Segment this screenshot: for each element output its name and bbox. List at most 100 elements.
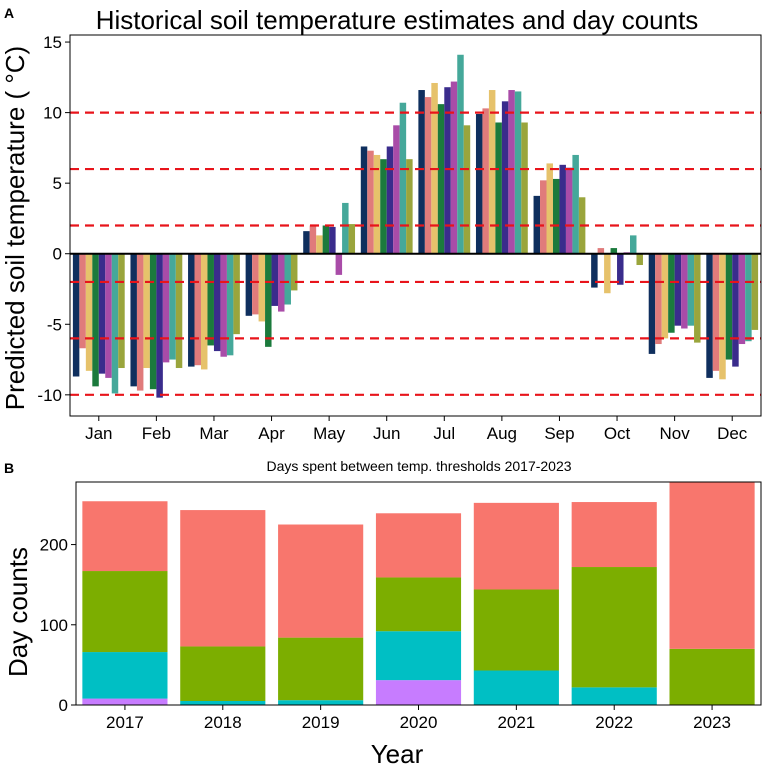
bar-nov-s4 xyxy=(668,253,675,333)
bar-jul-s6 xyxy=(450,81,458,254)
bar-aug-s3 xyxy=(488,90,496,254)
bar-mar-s5 xyxy=(213,253,221,352)
stacked-bar-2020-s4 xyxy=(375,513,462,578)
x-tick-label: 2019 xyxy=(302,713,340,732)
bar-apr-s7 xyxy=(284,253,291,305)
bar-oct-s7 xyxy=(630,235,637,254)
bar-jan-s3 xyxy=(85,253,93,371)
bar-sep-s6 xyxy=(565,167,573,254)
bar-dec-s4 xyxy=(725,253,733,360)
bar-nov-s8 xyxy=(694,253,701,343)
stacked-bar-2023-s3 xyxy=(669,648,755,705)
bar-oct-s5 xyxy=(617,253,624,285)
bar-nov-s6 xyxy=(681,253,688,329)
bar-jun-s7 xyxy=(399,102,407,254)
bar-feb-s1 xyxy=(130,253,137,387)
y-tick-label: 15 xyxy=(43,33,62,52)
bar-jan-s5 xyxy=(98,253,106,374)
bar-dec-s3 xyxy=(719,253,726,380)
bar-apr-s2 xyxy=(252,253,259,315)
bar-dec-s7 xyxy=(745,253,752,342)
bar-mar-s8 xyxy=(233,253,240,335)
stacked-bar-2022-s2 xyxy=(571,687,657,705)
bar-may-s8 xyxy=(348,224,356,254)
stacked-bar-2017-s2 xyxy=(82,652,168,699)
panel-a-title: Historical soil temperature estimates an… xyxy=(96,5,699,35)
x-tick-label: Aug xyxy=(487,424,517,443)
bar-oct-s3 xyxy=(604,253,611,294)
bar-sep-s5 xyxy=(559,164,566,254)
x-tick-label: Jan xyxy=(85,424,112,443)
panel-b-letter: B xyxy=(4,460,14,476)
stacked-bar-2018-s4 xyxy=(180,510,266,647)
stacked-bar-2020-s3 xyxy=(375,577,462,632)
stacked-bar-2017-s4 xyxy=(82,501,168,572)
bar-jul-s8 xyxy=(463,125,471,254)
bar-apr-s5 xyxy=(271,253,279,306)
bar-aug-s2 xyxy=(482,108,489,254)
stacked-bar-2022-s4 xyxy=(571,502,657,568)
bar-aug-s6 xyxy=(508,90,515,254)
bar-nov-s2 xyxy=(655,253,662,345)
bar-may-s3 xyxy=(316,235,323,254)
bar-may-s4 xyxy=(322,225,330,254)
stacked-bar-2021-s3 xyxy=(473,589,559,671)
bar-jun-s4 xyxy=(380,159,387,254)
bar-may-s2 xyxy=(309,225,317,254)
bar-jan-s8 xyxy=(118,253,125,369)
bar-jan-s7 xyxy=(111,253,119,394)
stacked-bar-2020-s2 xyxy=(375,631,462,681)
y-tick-label: 0 xyxy=(59,696,68,715)
bar-sep-s7 xyxy=(572,154,579,254)
y-tick-label: 10 xyxy=(43,104,62,123)
bar-mar-s1 xyxy=(188,253,195,367)
stacked-bar-2019-s3 xyxy=(278,637,364,701)
bar-may-s7 xyxy=(342,202,349,254)
bar-aug-s4 xyxy=(495,122,502,254)
x-tick-label: Oct xyxy=(604,424,631,443)
stacked-bar-2023-s4 xyxy=(669,482,755,649)
bar-nov-s7 xyxy=(687,253,695,326)
bar-apr-s3 xyxy=(258,253,266,322)
bar-jun-s8 xyxy=(406,159,413,254)
panel-b-plot: 0 100 200 2017 2018 2019 2020 2021 2022 2023 xyxy=(40,481,762,732)
bar-jul-s7 xyxy=(457,54,464,254)
bar-jun-s3 xyxy=(373,154,381,254)
bar-apr-s1 xyxy=(245,253,253,316)
bar-nov-s1 xyxy=(648,253,656,354)
bar-mar-s7 xyxy=(226,253,234,356)
x-tick-label: Dec xyxy=(717,424,748,443)
x-tick-label: Sep xyxy=(544,424,574,443)
bar-may-s6 xyxy=(335,253,343,275)
stacked-bar-2017-s1 xyxy=(82,698,168,705)
bar-dec-s8 xyxy=(751,253,759,330)
panel-b-x-axis-label: Year xyxy=(371,739,424,768)
bar-feb-s8 xyxy=(175,253,183,369)
bar-apr-s4 xyxy=(265,253,272,347)
stacked-bar-2020-s1 xyxy=(375,680,462,705)
bar-feb-s5 xyxy=(156,253,163,398)
panel-b-y-axis-label: Day counts xyxy=(3,547,33,677)
x-tick-label: 2021 xyxy=(497,713,535,732)
bar-nov-s3 xyxy=(661,253,669,339)
bar-feb-s6 xyxy=(162,253,170,363)
stacked-bar-2019-s2 xyxy=(278,700,364,705)
bar-dec-s6 xyxy=(738,253,746,345)
bar-oct-s4 xyxy=(610,248,618,254)
stacked-bar-2021-s4 xyxy=(473,502,559,590)
x-tick-label: 2017 xyxy=(106,713,144,732)
panel-a-y-axis-label: Predicted soil temperature ( °C) xyxy=(0,46,30,410)
bar-aug-s8 xyxy=(521,122,528,254)
panel-a-letter: A xyxy=(4,5,14,21)
bar-nov-s5 xyxy=(674,253,682,326)
bar-jan-s4 xyxy=(92,253,99,387)
bar-sep-s3 xyxy=(546,163,553,254)
y-tick-label: 100 xyxy=(40,616,68,635)
stacked-bar-2017-s3 xyxy=(82,571,168,653)
y-tick-label: -10 xyxy=(37,386,62,405)
bar-feb-s7 xyxy=(169,253,176,360)
stacked-bar-2019-s4 xyxy=(278,524,364,638)
stacked-bar-2021-s2 xyxy=(473,670,559,705)
bar-sep-s2 xyxy=(540,180,547,254)
bar-mar-s6 xyxy=(220,253,227,357)
